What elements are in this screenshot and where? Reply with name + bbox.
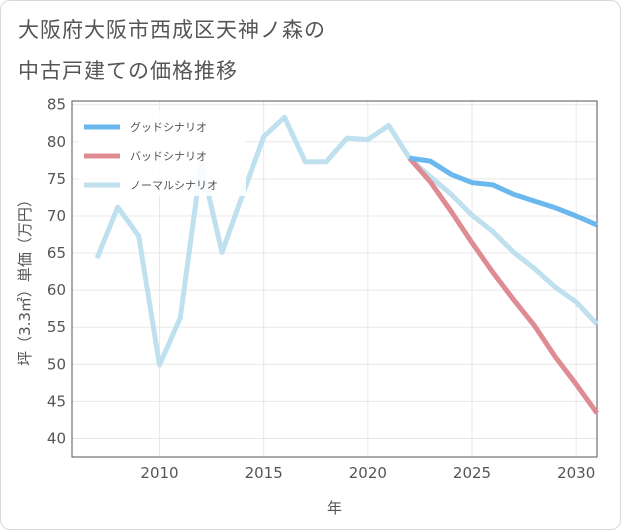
- series-line-normal: [94, 114, 599, 368]
- x-tick-label: 2025: [453, 464, 491, 482]
- y-axis-title: 坪（3.3㎡）単価（万円）: [16, 192, 34, 366]
- legend-label-bad: バッドシナリオ: [130, 150, 207, 163]
- y-tick-label: 40: [47, 429, 66, 447]
- y-tick-label: 75: [47, 170, 66, 188]
- x-tick-label: 2030: [557, 464, 595, 482]
- legend-background: [78, 110, 246, 196]
- chart-title-line-1: 大阪府大阪市西成区天神ノ森の: [18, 18, 326, 42]
- x-tick-label: 2020: [349, 464, 387, 482]
- y-tick-label: 55: [47, 318, 66, 336]
- y-tick-label: 60: [47, 281, 66, 299]
- x-axis-title: 年: [327, 499, 342, 517]
- chart-title-line-2: 中古戸建ての価格推移: [18, 59, 238, 83]
- series-layer: [94, 114, 600, 415]
- y-tick-label: 70: [47, 207, 66, 225]
- legend-label-normal: ノーマルシナリオ: [130, 179, 218, 192]
- series-line-bad: [407, 156, 600, 415]
- y-tick-label: 85: [47, 96, 66, 114]
- y-tick-label: 80: [47, 133, 66, 151]
- x-tick-label: 2015: [245, 464, 283, 482]
- axes: 40 45 50 55 60 65 70 75 80 85 2010 2015 2020 2025 2030: [47, 96, 598, 482]
- x-tick-label: 2010: [140, 464, 178, 482]
- plot-border: [71, 100, 598, 458]
- y-tick-label: 50: [47, 355, 66, 373]
- y-tick-label: 65: [47, 244, 66, 262]
- series-line-good: [409, 155, 598, 228]
- y-tick-label: 45: [47, 392, 66, 410]
- legend-label-good: グッドシナリオ: [130, 120, 207, 134]
